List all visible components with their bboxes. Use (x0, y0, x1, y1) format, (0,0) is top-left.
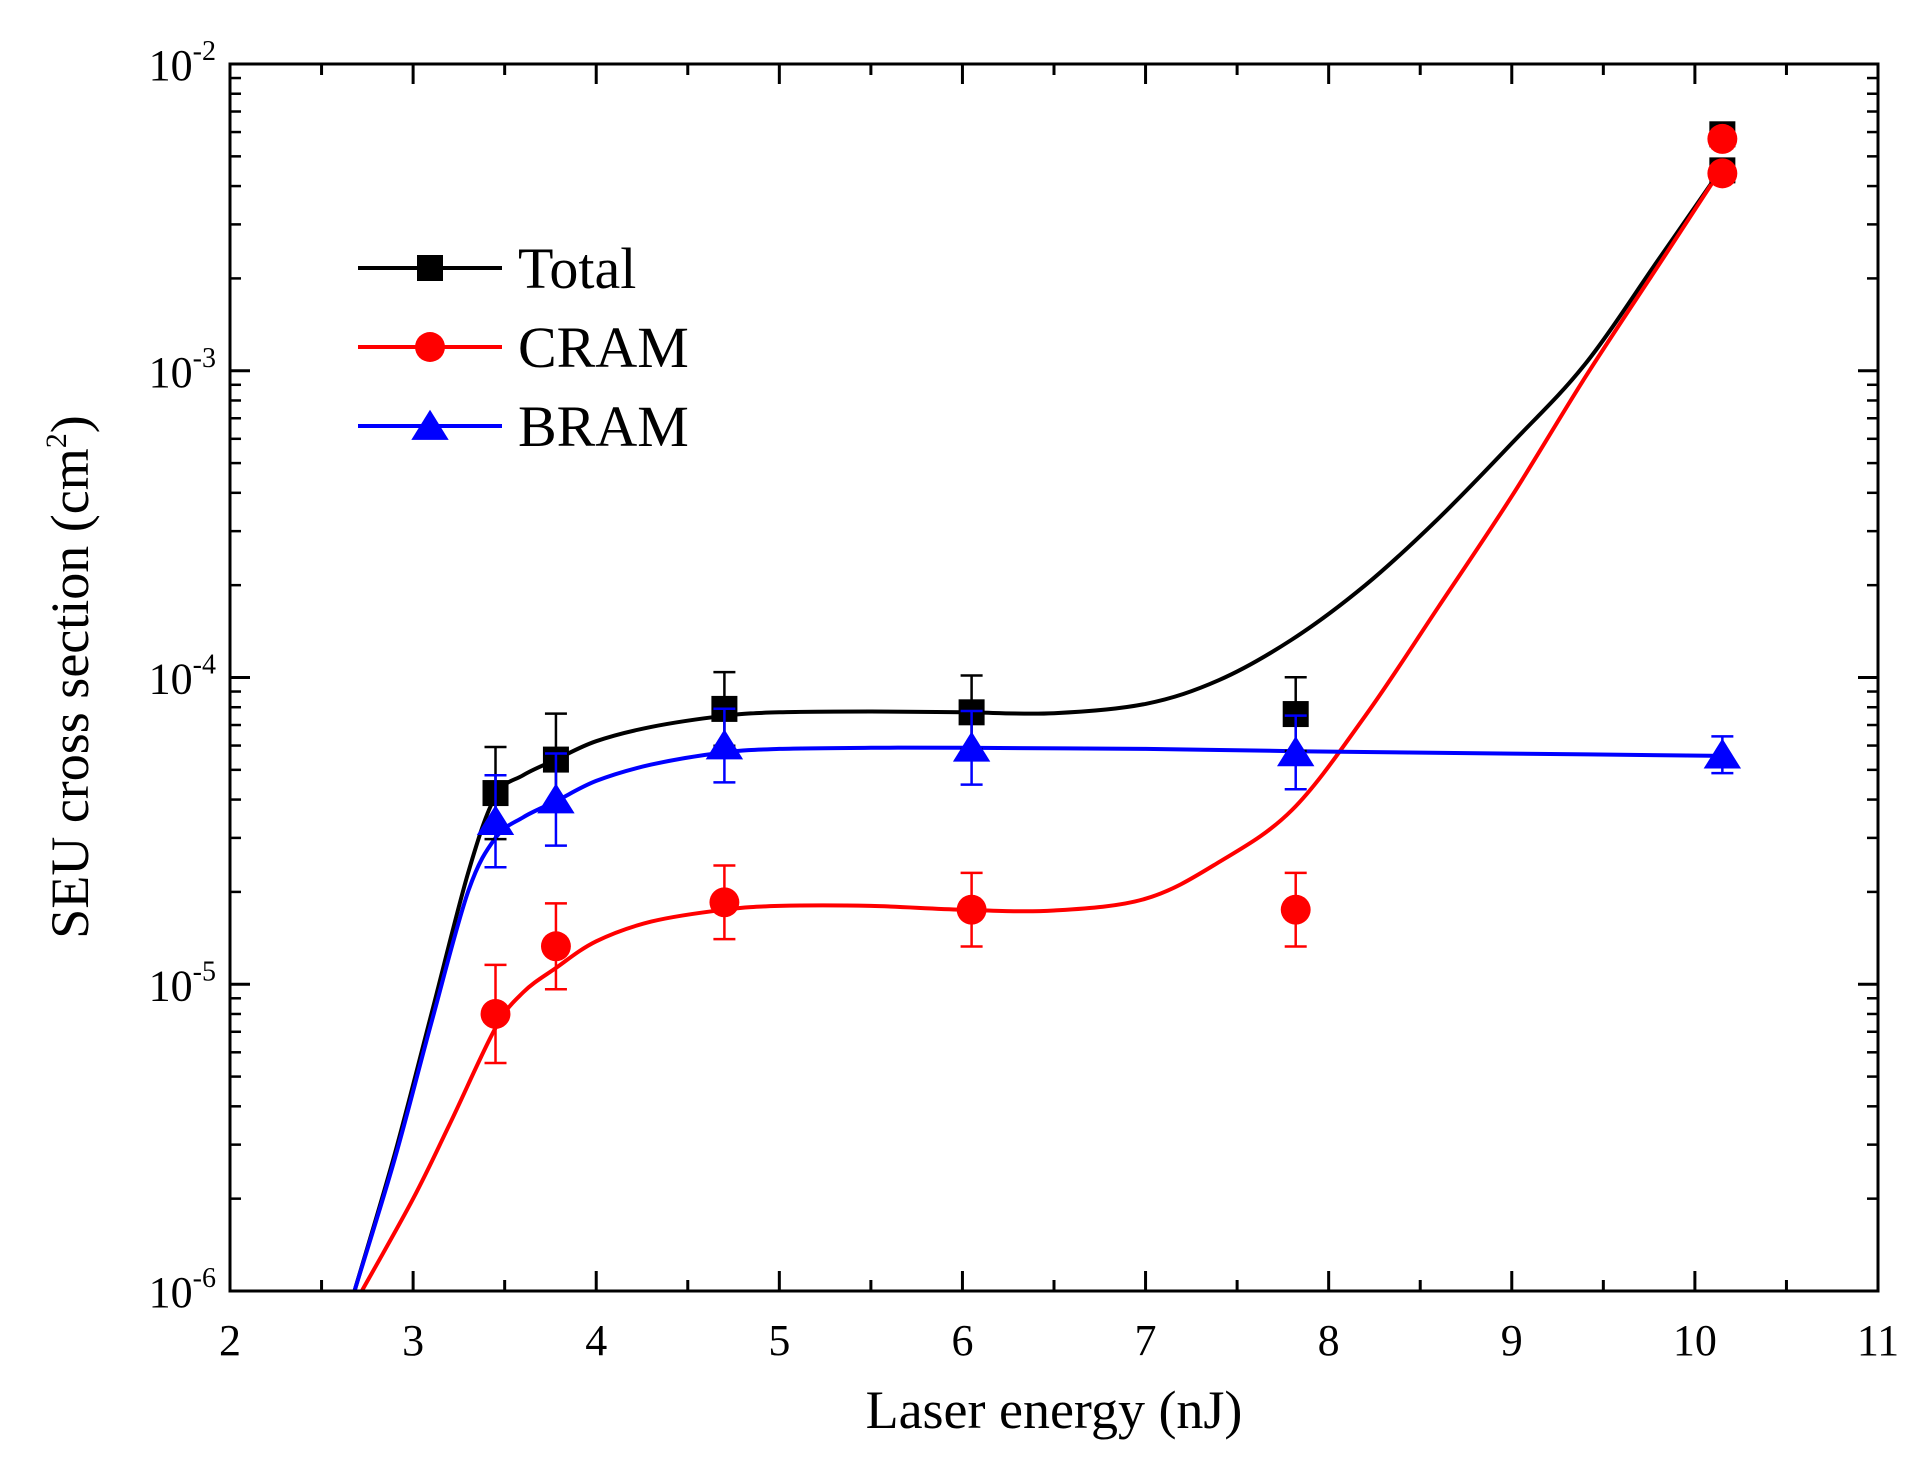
legend-label-total: Total (518, 236, 636, 301)
y-tick-label-exponent: -2 (193, 36, 216, 67)
y-tick-label-base: 10 (149, 961, 193, 1010)
x-tick-label: 8 (1318, 1316, 1340, 1365)
y-tick-label-exponent: -6 (193, 1263, 216, 1294)
y-tick-label-exponent: -4 (193, 650, 216, 681)
data-point-bram (1703, 738, 1742, 769)
data-point-cram (1280, 894, 1311, 925)
y-axis-title: SEU cross section (cm2) (40, 415, 100, 938)
y-tick-label: 10-6 (149, 1263, 216, 1317)
x-tick-label: 9 (1501, 1316, 1523, 1365)
legend-entry-total: Total (358, 236, 636, 301)
y-axis-title-main: SEU cross section (cm (40, 448, 100, 938)
y-axis-title-suffix: ) (40, 415, 100, 433)
plot-frame (228, 62, 1880, 1293)
x-tick-label: 11 (1857, 1316, 1899, 1365)
legend-marker-total (417, 255, 443, 281)
y-tick-label-base: 10 (149, 1268, 193, 1317)
legend-marker-bram (411, 409, 449, 440)
x-tick-label: 2 (219, 1316, 241, 1365)
y-tick-label-exponent: -5 (193, 956, 216, 987)
data-point-cram (1707, 123, 1738, 154)
data-markers (476, 121, 1742, 1065)
fit-curve-bram (352, 745, 1723, 1291)
x-tick-label: 7 (1135, 1316, 1157, 1365)
y-tick-label: 10-2 (149, 36, 216, 90)
legend-entry-bram: BRAM (358, 394, 689, 459)
y-axis-title-superscript: 2 (40, 433, 73, 448)
x-tick-label: 6 (951, 1316, 973, 1365)
y-tick-label: 10-5 (149, 956, 216, 1010)
fit-curve-total (352, 166, 1725, 1291)
data-point-cram (1707, 158, 1738, 189)
y-tick-label-base: 10 (149, 655, 193, 704)
x-axis-title: Laser energy (nJ) (866, 1380, 1243, 1440)
x-tick-label: 3 (402, 1316, 424, 1365)
x-tick-label: 5 (768, 1316, 790, 1365)
legend-marker-cram (415, 332, 445, 362)
data-point-bram (952, 731, 991, 762)
data-point-bram (537, 783, 575, 814)
legend-label-bram: BRAM (518, 394, 689, 459)
axis-ticks (228, 62, 1880, 1293)
legend-label-cram: CRAM (518, 315, 689, 380)
y-tick-label-base: 10 (149, 41, 193, 90)
y-tick-label-exponent: -3 (193, 343, 216, 374)
data-point-cram (540, 931, 571, 962)
legend-entry-cram: CRAM (358, 315, 689, 380)
x-tick-label: 10 (1673, 1316, 1717, 1365)
data-point-bram (705, 729, 744, 760)
data-point-bram (1277, 736, 1315, 767)
y-tick-label-base: 10 (149, 348, 193, 397)
data-point-cram (956, 894, 987, 925)
data-point-cram (480, 999, 511, 1029)
x-tick-label: 4 (585, 1316, 607, 1365)
legend: Total CRAM BRAM (358, 236, 689, 459)
data-point-bram (476, 804, 515, 836)
data-point-cram (709, 887, 740, 918)
y-tick-label: 10-4 (149, 650, 216, 704)
y-tick-label: 10-3 (149, 343, 216, 397)
